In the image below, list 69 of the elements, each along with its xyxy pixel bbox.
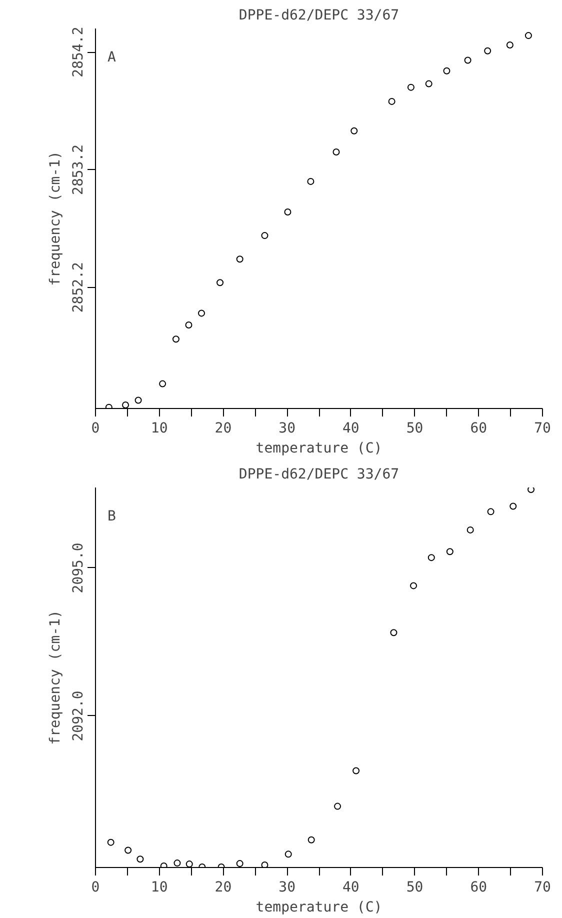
x-tick-label: 40 (342, 420, 360, 436)
y-tick-label: 2092.0 (70, 690, 86, 742)
x-tick-label: 60 (470, 880, 488, 896)
point (350, 127, 358, 134)
x-tick-label: 50 (406, 880, 424, 896)
y-tick-label: 2095.0 (70, 542, 86, 594)
point (107, 838, 114, 846)
x-axis-title: temperature (C) (256, 900, 382, 916)
point (443, 67, 450, 74)
x-tick-label: 50 (406, 420, 424, 436)
point (428, 554, 435, 562)
point (159, 380, 166, 388)
annotation: B (108, 508, 116, 524)
point (236, 860, 244, 868)
point (487, 508, 494, 516)
x-tick-label: 10 (150, 880, 168, 896)
point (216, 279, 224, 286)
point (198, 310, 206, 317)
point (484, 47, 492, 54)
point (284, 850, 292, 858)
point (466, 526, 474, 534)
point (185, 321, 192, 328)
annotation: A (108, 50, 116, 66)
x-tick-label: 70 (534, 880, 551, 896)
x-tick-label: 10 (150, 420, 168, 436)
point (307, 178, 314, 185)
y-axis-title: frequency (cm-1) (48, 610, 64, 745)
chart-title: DPPE-d62/DEPC 33/67 (238, 466, 400, 482)
point (390, 629, 398, 636)
point (506, 41, 514, 48)
x-tick-label: 0 (91, 880, 100, 896)
point (407, 84, 414, 91)
y-tick-label: 2853.2 (70, 144, 86, 195)
point (284, 208, 292, 216)
point (122, 401, 130, 408)
x-tick-label: 40 (342, 880, 360, 896)
point (334, 802, 342, 810)
x-axis-title: temperature (C) (256, 440, 382, 456)
point (528, 488, 535, 493)
point (446, 548, 454, 556)
point (510, 502, 517, 510)
x-tick-label: 70 (534, 420, 551, 436)
point (172, 336, 180, 343)
point (388, 98, 396, 105)
point (352, 767, 360, 774)
point (261, 862, 268, 868)
point (134, 396, 142, 404)
x-tick-label: 20 (214, 880, 232, 896)
point (332, 148, 340, 156)
point (236, 256, 244, 263)
x-tick-label: 0 (91, 420, 100, 436)
x-tick-label: 30 (278, 880, 296, 896)
point (425, 80, 432, 88)
point (136, 856, 144, 863)
y-tick-label: 2852.2 (70, 262, 86, 313)
x-tick-label: 20 (214, 420, 232, 436)
x-tick-label: 30 (278, 420, 296, 436)
y-axis-title: frequency (cm-1) (48, 151, 64, 286)
point (174, 860, 181, 867)
point (464, 56, 472, 64)
point (308, 836, 315, 844)
point (261, 232, 268, 240)
point (410, 582, 418, 590)
point (124, 846, 132, 854)
point (524, 32, 532, 40)
chart-title: DPPE-d62/DEPC 33/67 (238, 8, 400, 24)
y-tick-label: 2854.2 (70, 26, 86, 78)
x-tick-label: 60 (470, 420, 488, 436)
point (186, 860, 193, 868)
